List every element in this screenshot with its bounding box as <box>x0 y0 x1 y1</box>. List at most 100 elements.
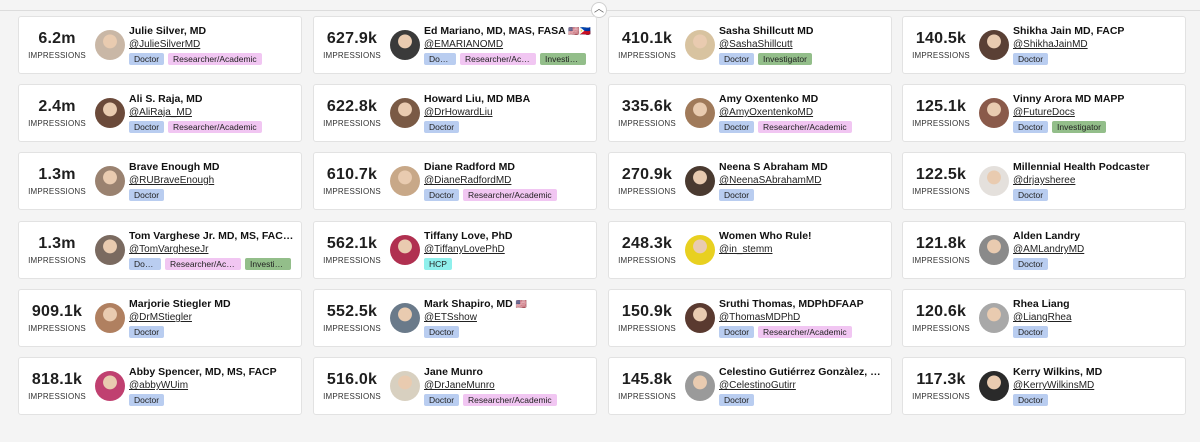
avatar[interactable] <box>979 30 1009 60</box>
profile-handle-link[interactable]: @FutureDocs <box>1013 107 1075 118</box>
profile-handle-link[interactable]: @SashaShillcutt <box>719 39 793 50</box>
profile-handle-link[interactable]: @NeenaSAbrahamMD <box>719 175 822 186</box>
tag-list: Doctor <box>1013 326 1183 340</box>
avatar[interactable] <box>390 371 420 401</box>
influencer-card[interactable]: 410.1k IMPRESSIONS Sasha Shillcutt MD @Sash… <box>608 16 892 74</box>
tag-research: Researcher/Academic <box>758 121 852 133</box>
profile-info: Ali S. Raja, MD @AliRaja_MD Doctor Research… <box>129 93 299 135</box>
avatar[interactable] <box>95 235 125 265</box>
influencer-card[interactable]: 516.0k IMPRESSIONS Jane Munro @DrJaneMunro D… <box>313 357 597 415</box>
influencer-card[interactable]: 122.5k IMPRESSIONS Millennial Health Podca… <box>902 152 1186 210</box>
avatar[interactable] <box>685 166 715 196</box>
profile-name-text: Amy Oxentenko MD <box>719 93 819 105</box>
influencer-card[interactable]: 117.3k IMPRESSIONS Kerry Wilkins, MD @Kerry… <box>902 357 1186 415</box>
tag-list: Doctor Researcher/Academic <box>424 394 594 408</box>
tag-doctor: Doctor <box>129 189 165 201</box>
influencer-card[interactable]: 610.7k IMPRESSIONS Diane Radford MD @DianeR… <box>313 152 597 210</box>
avatar[interactable] <box>390 166 420 196</box>
impressions-value: 125.1k <box>915 98 967 115</box>
tag-doctor: Doctor <box>719 53 755 65</box>
avatar[interactable] <box>95 166 125 196</box>
profile-handle-link[interactable]: @drjaysheree <box>1013 175 1076 186</box>
avatar[interactable] <box>979 303 1009 333</box>
influencer-card[interactable]: 120.6k IMPRESSIONS Rhea Liang @LiangRhea Doc… <box>902 289 1186 347</box>
profile-handle-link[interactable]: @ThomasMDPhD <box>719 312 801 323</box>
impressions-value: 145.8k <box>621 371 673 388</box>
profile-handle-link[interactable]: @AmyOxentenkoMD <box>719 107 814 118</box>
profile-name-text: Ali S. Raja, MD <box>129 93 203 105</box>
avatar[interactable] <box>95 98 125 128</box>
profile-handle-link[interactable]: @ShikhaJainMD <box>1013 39 1088 50</box>
profile-info: Neena S Abraham MD @NeenaSAbrahamMD Doctor <box>719 161 889 203</box>
avatar[interactable] <box>390 30 420 60</box>
avatar[interactable] <box>979 166 1009 196</box>
avatar[interactable] <box>685 303 715 333</box>
profile-handle-link[interactable]: @AMLandryMD <box>1013 244 1085 255</box>
influencer-card[interactable]: 2.4m IMPRESSIONS Ali S. Raja, MD @AliRaja_M… <box>18 84 302 142</box>
influencer-card[interactable]: 125.1k IMPRESSIONS Vinny Arora MD MAPP @Fut… <box>902 84 1186 142</box>
tag-list: Doctor Researcher/Academic <box>719 326 889 340</box>
profile-name: Vinny Arora MD MAPP <box>1013 93 1183 106</box>
influencer-card[interactable]: 121.8k IMPRESSIONS Alden Landry @AMLandryMD… <box>902 221 1186 279</box>
tag-research: Researcher/Academic <box>168 121 262 133</box>
profile-handle-link[interactable]: @DrJaneMunro <box>424 380 495 391</box>
avatar[interactable] <box>685 98 715 128</box>
influencer-card[interactable]: 552.5k IMPRESSIONS Mark Shapiro, MD 🇺🇸 @ETS… <box>313 289 597 347</box>
avatar[interactable] <box>979 371 1009 401</box>
influencer-card[interactable]: 140.5k IMPRESSIONS Shikha Jain MD, FACP @Sh… <box>902 16 1186 74</box>
avatar[interactable] <box>95 30 125 60</box>
influencer-card[interactable]: 335.6k IMPRESSIONS Amy Oxentenko MD @AmyOxe… <box>608 84 892 142</box>
profile-handle-link[interactable]: @DrMStiegler <box>129 312 192 323</box>
influencer-card[interactable]: 818.1k IMPRESSIONS Abby Spencer, MD, MS, F… <box>18 357 302 415</box>
profile-info: Amy Oxentenko MD @AmyOxentenkoMD Doctor Res… <box>719 93 889 135</box>
profile-handle-link[interactable]: @DianeRadfordMD <box>424 175 512 186</box>
influencer-card[interactable]: 270.9k IMPRESSIONS Neena S Abraham MD @Neen… <box>608 152 892 210</box>
tag-research: Researcher/Academic <box>460 53 536 65</box>
profile-info: Women Who Rule! @in_stemm <box>719 230 889 272</box>
tag-doctor: Doctor <box>129 326 165 338</box>
influencer-card[interactable]: 6.2m IMPRESSIONS Julie Silver, MD @JulieSil… <box>18 16 302 74</box>
tag-doctor: Doctor <box>424 394 460 406</box>
avatar[interactable] <box>95 371 125 401</box>
avatar[interactable] <box>390 303 420 333</box>
profile-name: Rhea Liang <box>1013 298 1183 311</box>
impressions-label: IMPRESSIONS <box>323 51 381 60</box>
influencer-card[interactable]: 1.3m IMPRESSIONS Brave Enough MD @RUBraveEn… <box>18 152 302 210</box>
profile-handle-link[interactable]: @EMARIANOMD <box>424 39 504 50</box>
avatar[interactable] <box>390 235 420 265</box>
influencer-card[interactable]: 627.9k IMPRESSIONS Ed Mariano, MD, MAS, FA… <box>313 16 597 74</box>
profile-handle-link[interactable]: @DrHowardLiu <box>424 107 493 118</box>
profile-handle-link[interactable]: @TiffanyLovePhD <box>424 244 505 255</box>
influencer-card[interactable]: 145.8k IMPRESSIONS Celestino Gutiérrez Gon… <box>608 357 892 415</box>
profile-handle-link[interactable]: @in_stemm <box>719 244 773 255</box>
collapse-button[interactable]: ︿ <box>591 2 607 18</box>
profile-handle-link[interactable]: @RUBraveEnough <box>129 175 215 186</box>
profile-handle-link[interactable]: @LiangRhea <box>1013 312 1072 323</box>
avatar[interactable] <box>979 98 1009 128</box>
tag-doctor: Doctor <box>1013 394 1049 406</box>
profile-handle-link[interactable]: @CelestinoGutirr <box>719 380 796 391</box>
profile-name-text: Mark Shapiro, MD <box>424 298 513 310</box>
avatar[interactable] <box>95 303 125 333</box>
impressions-value: 818.1k <box>31 371 83 388</box>
impressions-value: 1.3m <box>38 166 76 183</box>
avatar[interactable] <box>685 30 715 60</box>
profile-info: Brave Enough MD @RUBraveEnough Doctor <box>129 161 299 203</box>
profile-handle-link[interactable]: @abbyWUim <box>129 380 189 391</box>
profile-handle-link[interactable]: @JulieSilverMD <box>129 39 201 50</box>
avatar[interactable] <box>685 371 715 401</box>
influencer-card[interactable]: 1.3m IMPRESSIONS Tom Varghese Jr. MD, MS, … <box>18 221 302 279</box>
influencer-card[interactable]: 622.8k IMPRESSIONS Howard Liu, MD MBA @DrHo… <box>313 84 597 142</box>
profile-handle-link[interactable]: @TomVargheseJr <box>129 244 209 255</box>
avatar[interactable] <box>685 235 715 265</box>
influencer-card[interactable]: 909.1k IMPRESSIONS Marjorie Stiegler MD @Dr… <box>18 289 302 347</box>
avatar[interactable] <box>979 235 1009 265</box>
influencer-card[interactable]: 562.1k IMPRESSIONS Tiffany Love, PhD @Tiffa… <box>313 221 597 279</box>
avatar[interactable] <box>390 98 420 128</box>
profile-handle-link[interactable]: @KerryWilkinsMD <box>1013 380 1095 391</box>
influencer-card[interactable]: 248.3k IMPRESSIONS Women Who Rule! @in_stem… <box>608 221 892 279</box>
profile-handle-link[interactable]: @AliRaja_MD <box>129 107 192 118</box>
profile-name: Kerry Wilkins, MD <box>1013 366 1183 379</box>
influencer-card[interactable]: 150.9k IMPRESSIONS Sruthi Thomas, MDPhDFAA… <box>608 289 892 347</box>
profile-handle-link[interactable]: @ETSshow <box>424 312 477 323</box>
